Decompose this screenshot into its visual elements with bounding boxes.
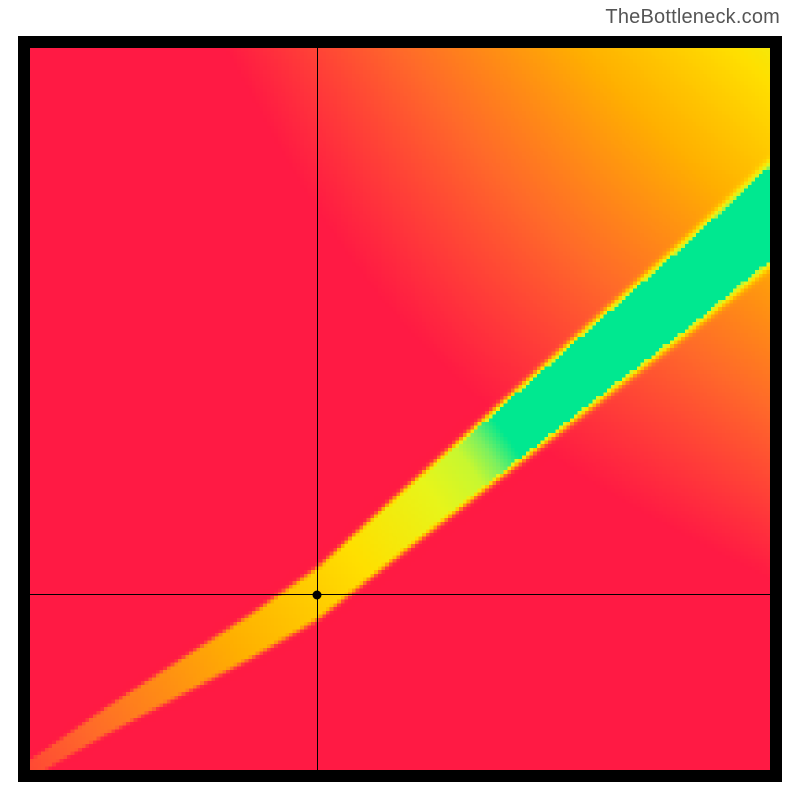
chart-container: { "watermark_text": "TheBottleneck.com",… [0, 0, 800, 800]
marker-point [313, 590, 322, 599]
crosshair-vertical [317, 48, 318, 770]
heatmap-plot [30, 48, 770, 770]
crosshair-horizontal [30, 594, 770, 595]
heatmap-canvas [30, 48, 770, 770]
watermark-text: TheBottleneck.com [605, 6, 780, 29]
